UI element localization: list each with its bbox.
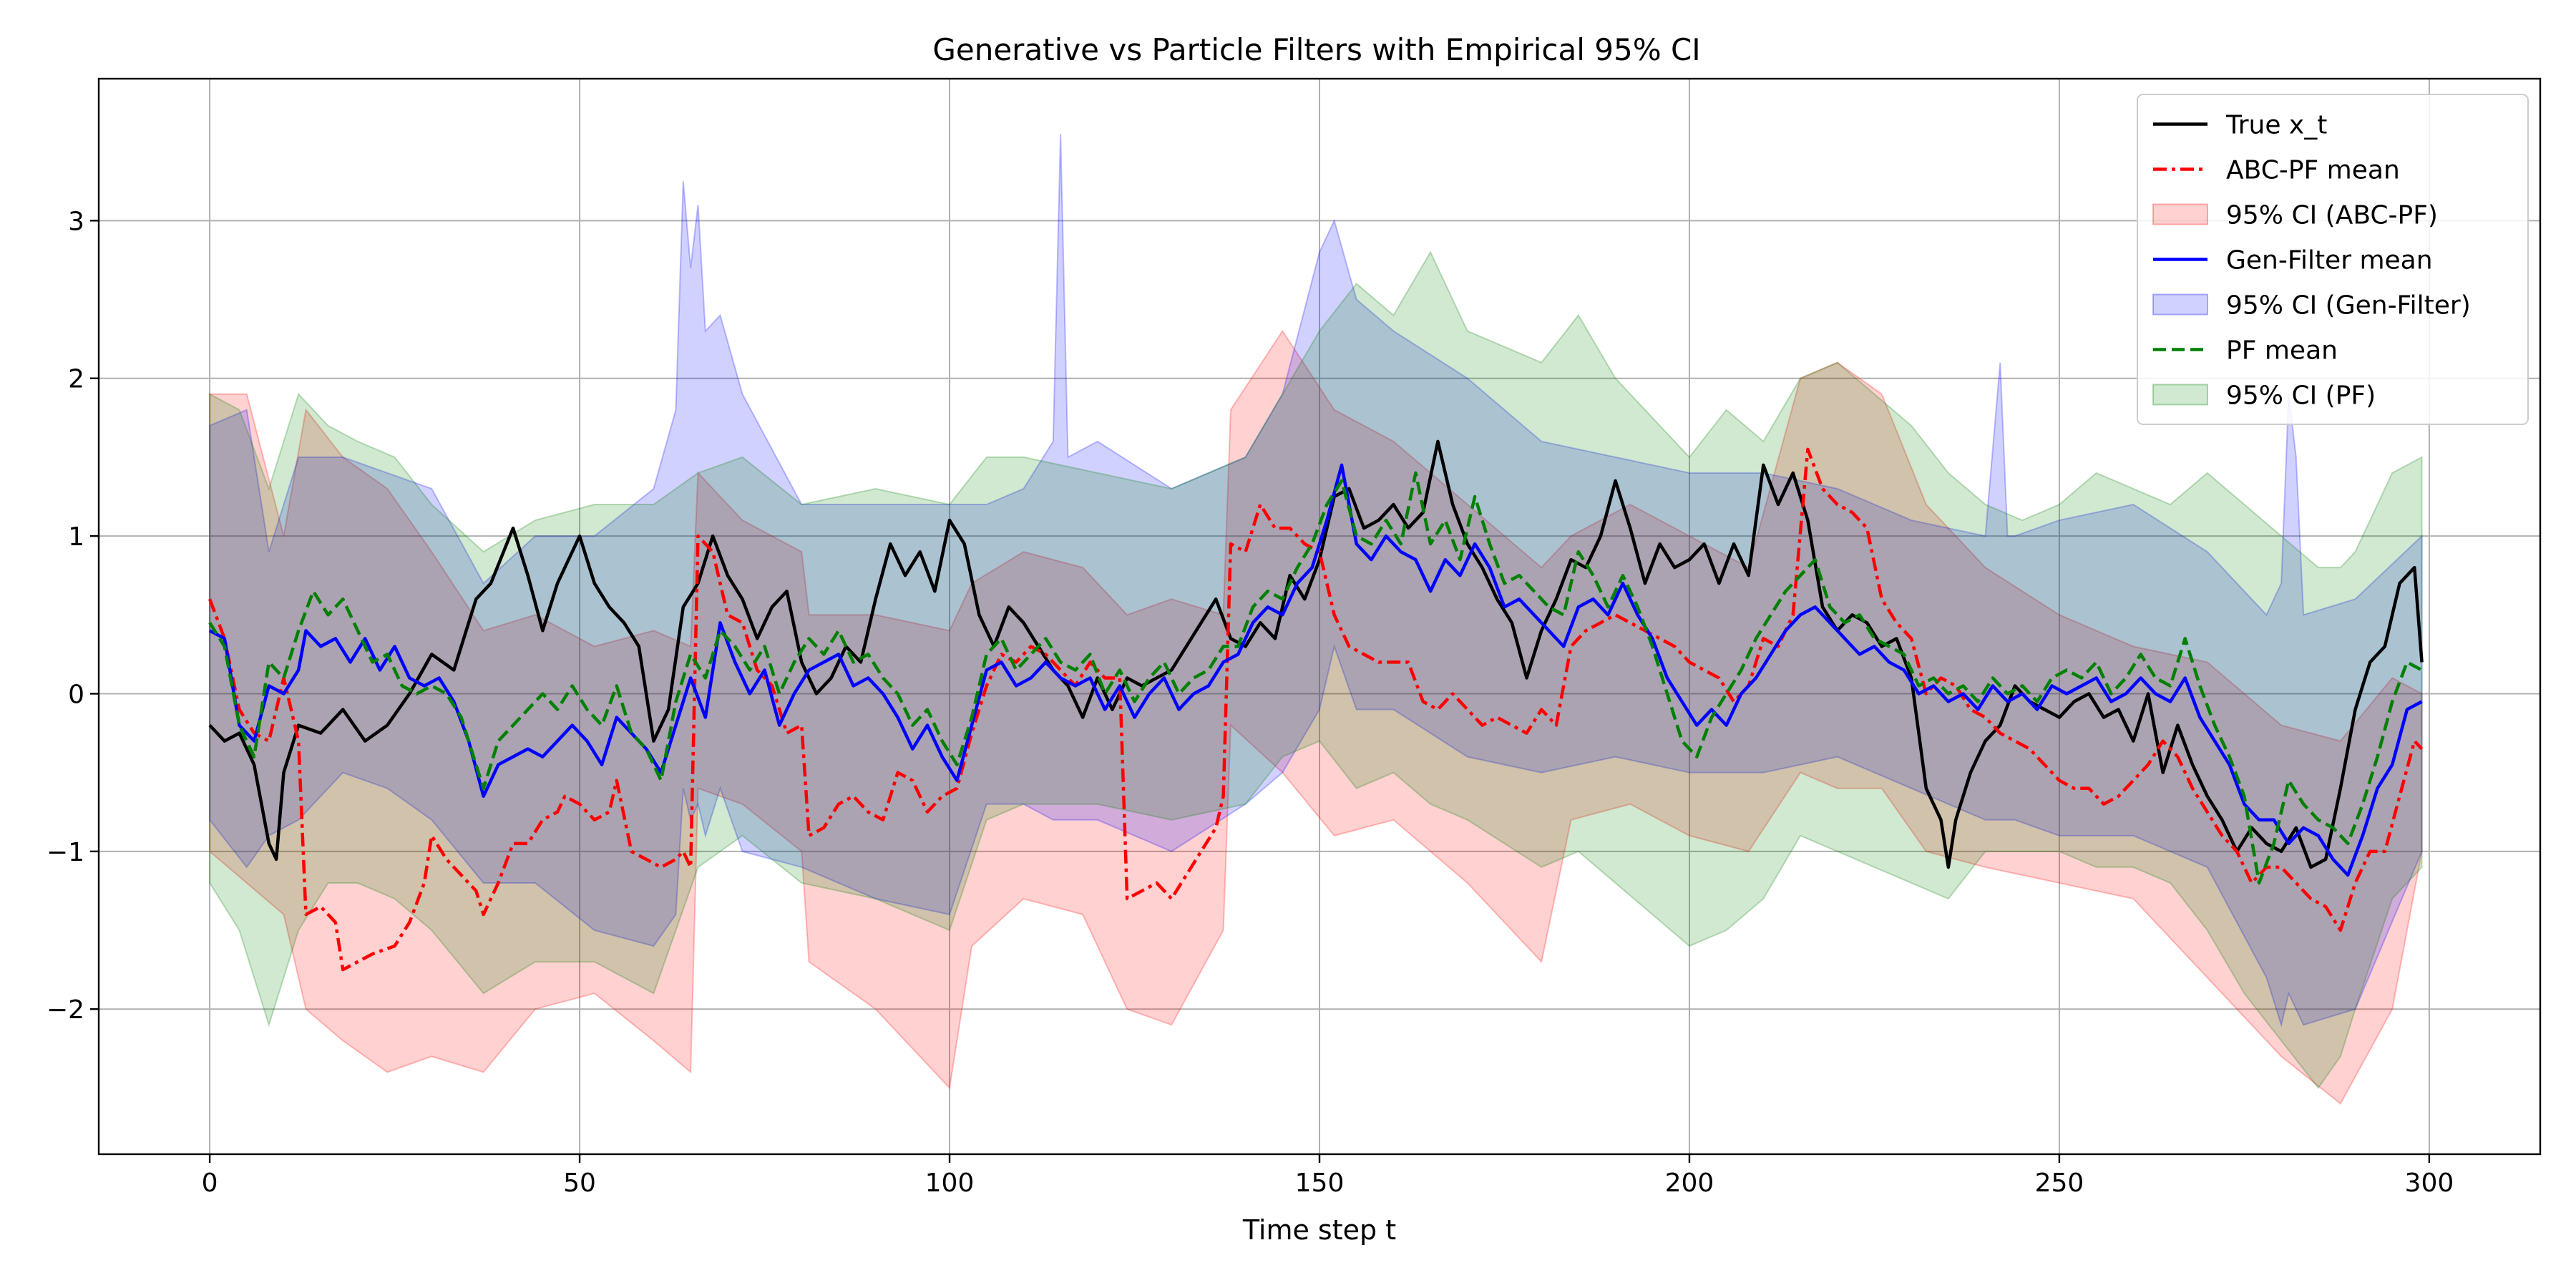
x-axis-label: Time step t xyxy=(1242,1214,1396,1246)
legend-label-95-ci-gen-filter: 95% CI (Gen-Filter) xyxy=(2226,291,2471,321)
y-axis-ticks: −2 −1 0 1 2 3 xyxy=(47,207,99,1025)
legend-box xyxy=(2137,94,2529,425)
legend-swatch-95-ci-pf xyxy=(2152,384,2208,406)
gen-filter-mean-line xyxy=(209,463,2423,877)
95-ci-abc-pf-band xyxy=(209,329,2423,1106)
legend: True x_t ABC-PF mean 95% CI (ABC-PF) Gen-Fi… xyxy=(2137,94,2529,425)
x-tick-label: 300 xyxy=(2405,1169,2454,1198)
x-tick-label: 100 xyxy=(925,1169,975,1198)
legend-label-pf-mean: PF mean xyxy=(2226,336,2338,366)
95-ci-gen-filter-band xyxy=(209,134,2423,1028)
y-tick-label: 1 xyxy=(68,522,84,552)
true-x-t-line xyxy=(208,439,2424,869)
y-tick-label: 2 xyxy=(68,365,84,394)
x-axis-ticks: 0 50 100 150 200 250 300 xyxy=(202,1154,2454,1198)
x-tick-label: 150 xyxy=(1295,1169,1345,1198)
mean-lines xyxy=(208,439,2424,972)
y-tick-label: −2 xyxy=(47,995,84,1025)
legend-swatch-95-ci-abc-pf xyxy=(2152,203,2208,225)
legend-label-95-ci-abc-pf: 95% CI (ABC-PF) xyxy=(2226,201,2438,230)
grid xyxy=(99,79,2540,1154)
legend-label-gen-filter-mean: Gen-Filter mean xyxy=(2226,246,2433,275)
y-tick-label: 0 xyxy=(68,680,84,709)
confidence-bands xyxy=(209,134,2423,1106)
95-ci-pf-band xyxy=(209,250,2423,1090)
x-tick-label: 50 xyxy=(563,1169,596,1198)
legend-swatch-95-ci-gen-filter xyxy=(2152,293,2208,316)
abc-pf-mean-line xyxy=(208,447,2424,972)
legend-label-true-x-t: True x_t xyxy=(2225,111,2327,140)
legend-label-abc-pf-mean: ABC-PF mean xyxy=(2226,156,2400,185)
y-tick-label: 3 xyxy=(68,207,84,236)
x-tick-label: 200 xyxy=(1665,1169,1714,1198)
x-tick-label: 0 xyxy=(202,1169,218,1198)
x-tick-label: 250 xyxy=(2035,1169,2084,1198)
legend-label-95-ci-pf: 95% CI (PF) xyxy=(2226,381,2376,411)
chart-title: Generative vs Particle Filters with Empi… xyxy=(932,32,1700,67)
y-tick-label: −1 xyxy=(47,838,84,867)
pf-mean-line xyxy=(208,471,2423,885)
